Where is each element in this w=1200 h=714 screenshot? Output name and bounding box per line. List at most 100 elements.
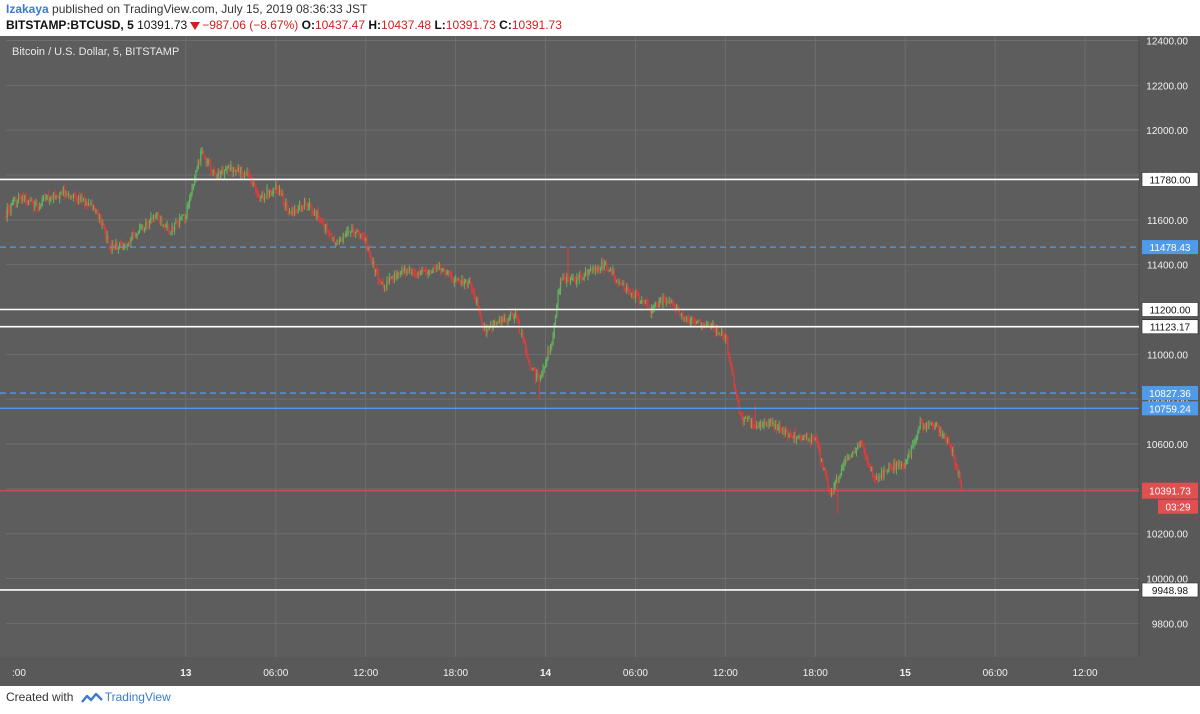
symbol-name[interactable]: BITSTAMP:BTCUSD, 5 bbox=[6, 18, 134, 32]
x-tick-label: :00 bbox=[12, 668, 26, 679]
candle-body bbox=[277, 190, 279, 192]
candle-body bbox=[544, 363, 547, 368]
candle-body bbox=[668, 299, 670, 303]
candle-body bbox=[320, 219, 322, 221]
candle-body bbox=[578, 274, 580, 281]
candle-body bbox=[758, 426, 760, 428]
candle-body bbox=[159, 216, 161, 222]
candle-body bbox=[877, 477, 879, 482]
candle-body bbox=[421, 269, 423, 273]
candle-body bbox=[337, 242, 339, 244]
candle-body bbox=[77, 196, 80, 201]
candle-body bbox=[765, 422, 768, 424]
candle-body bbox=[141, 224, 143, 227]
candle-body bbox=[19, 197, 21, 199]
open-label: O: bbox=[301, 18, 315, 32]
candle-body bbox=[223, 170, 226, 175]
candle-body bbox=[701, 323, 703, 327]
candle-body bbox=[879, 476, 881, 479]
x-tick-label: 06:00 bbox=[623, 668, 648, 679]
y-tick-label: 9800.00 bbox=[1152, 619, 1189, 630]
candle-body bbox=[154, 215, 156, 218]
candle-body bbox=[109, 243, 111, 249]
candle-body bbox=[62, 189, 65, 195]
candle-body bbox=[742, 415, 744, 422]
candle-body bbox=[496, 322, 498, 325]
tradingview-brand[interactable]: TradingView bbox=[104, 690, 171, 704]
candle-body bbox=[441, 270, 443, 272]
level-label: 11200.00 bbox=[1150, 306, 1191, 317]
candle-body bbox=[387, 281, 389, 283]
candle-body bbox=[792, 436, 794, 439]
candle-body bbox=[858, 443, 860, 447]
candle-body bbox=[549, 345, 552, 352]
candle-body bbox=[32, 201, 35, 208]
candle-body bbox=[642, 300, 644, 302]
candle-body bbox=[905, 460, 908, 464]
candle-body bbox=[181, 215, 183, 217]
candle-body bbox=[657, 303, 659, 308]
candle-body bbox=[55, 195, 57, 199]
candle-body bbox=[453, 281, 455, 283]
candle-body bbox=[243, 173, 246, 177]
price-chart[interactable]: 12400.0012200.0012000.0011800.0011600.00… bbox=[0, 36, 1200, 686]
candle-body bbox=[72, 195, 75, 199]
candle-body bbox=[837, 477, 839, 482]
candle-body bbox=[418, 271, 420, 275]
candle-body bbox=[368, 246, 371, 256]
author-name[interactable]: Izakaya bbox=[6, 2, 49, 16]
candle-body bbox=[42, 197, 45, 199]
candle-body bbox=[474, 297, 477, 304]
candle-body bbox=[503, 318, 505, 322]
candle-body bbox=[169, 230, 171, 233]
candle-body bbox=[865, 455, 868, 457]
candle-body bbox=[682, 313, 684, 320]
candle-body bbox=[391, 276, 393, 279]
candle-body bbox=[316, 211, 318, 218]
candle-body bbox=[769, 420, 771, 422]
candle-body bbox=[427, 272, 429, 274]
candle-body bbox=[828, 487, 830, 493]
candle-body bbox=[238, 167, 241, 174]
candle-body bbox=[827, 479, 829, 488]
candle-body bbox=[854, 451, 856, 453]
candle-body bbox=[216, 175, 218, 177]
candle-body bbox=[888, 463, 890, 471]
candle-body bbox=[698, 320, 700, 322]
candle-body bbox=[669, 299, 672, 303]
candle-body bbox=[352, 227, 354, 233]
candle-body bbox=[753, 425, 755, 427]
candle-body bbox=[346, 231, 348, 233]
candle-body bbox=[107, 235, 110, 244]
level-label: 9948.98 bbox=[1152, 586, 1189, 597]
publication-info: Izakaya published on TradingView.com, Ju… bbox=[6, 2, 367, 16]
candle-body bbox=[140, 226, 142, 228]
candle-body bbox=[380, 282, 382, 284]
candle-body bbox=[260, 197, 262, 199]
candle-body bbox=[237, 167, 239, 172]
candle-body bbox=[683, 318, 685, 320]
candle-body bbox=[819, 449, 821, 462]
y-tick-label: 10200.00 bbox=[1146, 530, 1188, 541]
candle-body bbox=[930, 422, 933, 424]
candle-body bbox=[431, 272, 433, 274]
last-price-label: 10391.73 bbox=[1149, 487, 1191, 498]
candle-body bbox=[430, 270, 432, 274]
candle-body bbox=[687, 318, 689, 320]
candle-body bbox=[912, 444, 914, 446]
candle-body bbox=[106, 235, 108, 239]
candle-body bbox=[711, 324, 713, 326]
candle-body bbox=[957, 466, 959, 474]
candle-body bbox=[733, 376, 735, 388]
candle-body bbox=[456, 278, 458, 281]
candle-body bbox=[403, 267, 405, 273]
candle-body bbox=[634, 291, 637, 299]
candle-body bbox=[341, 239, 343, 242]
candle-body bbox=[539, 375, 542, 381]
candle-body bbox=[714, 327, 716, 333]
candle-body bbox=[328, 232, 331, 234]
candle-body bbox=[684, 318, 687, 321]
candle-body bbox=[462, 279, 464, 286]
candle-body bbox=[633, 296, 635, 299]
open-value: 10437.47 bbox=[314, 18, 366, 32]
